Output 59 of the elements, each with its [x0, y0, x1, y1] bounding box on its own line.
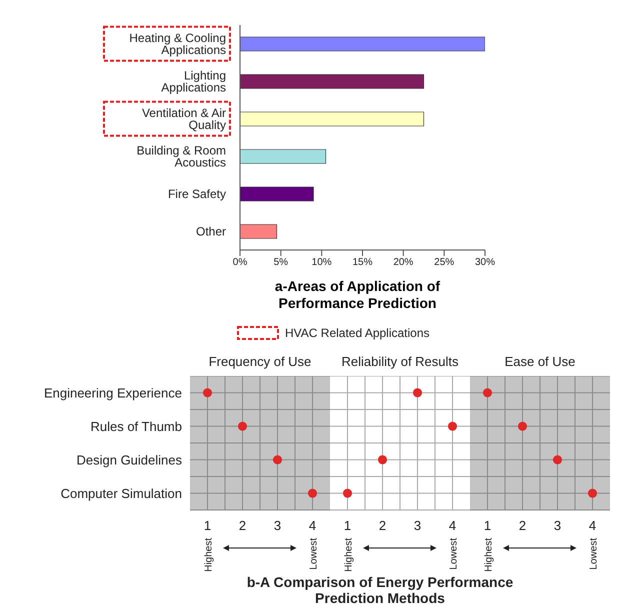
x-tick-label: 4	[448, 518, 456, 533]
x-tick-label: 1	[484, 518, 492, 533]
point	[482, 388, 492, 398]
y-tick-label: Fire Safety	[168, 187, 226, 202]
chart-title: Ease of Use	[504, 354, 576, 369]
x-tick-label: 15%	[352, 257, 373, 268]
point	[518, 422, 528, 431]
point	[378, 455, 388, 464]
y-tick-label: Rules of Thumb	[90, 418, 182, 434]
point	[588, 488, 598, 498]
x-tick-label: 3	[414, 518, 422, 533]
y-tick-label: Other	[196, 224, 226, 239]
text: HVAC Related Applications	[285, 326, 430, 340]
x-tick-label: 1	[344, 518, 352, 533]
x-tick-label: 20%	[393, 257, 414, 268]
x-tick-label: 2	[518, 518, 526, 533]
x-tick-label: 25%	[434, 257, 454, 268]
text: Highest	[204, 538, 214, 572]
x-tick-label: 2	[378, 518, 386, 533]
text: a-Areas of Application of Performance Prediction	[274, 278, 442, 312]
y-tick-label: Lighting Applications	[161, 68, 226, 95]
point	[448, 422, 458, 431]
point	[308, 488, 318, 498]
point	[552, 455, 562, 464]
text: Highest	[484, 538, 494, 572]
x-tick-label: 0%	[232, 257, 248, 268]
bar	[240, 112, 424, 126]
bar	[240, 186, 314, 202]
x-tick-label: 3	[554, 518, 562, 533]
point	[412, 388, 422, 398]
x-tick-label: 5%	[274, 257, 288, 268]
y-tick-label: Heating & Cooling Applications	[129, 31, 226, 58]
chart-title: Reliability of Results	[340, 354, 460, 369]
bar	[240, 149, 326, 164]
point	[272, 455, 282, 464]
chart-title: Frequency of Use	[208, 354, 312, 369]
point	[342, 488, 352, 498]
text: Lowest	[308, 538, 320, 570]
y-tick-label: Ventilation & Air Quality	[142, 106, 226, 132]
text: Lowest	[448, 538, 460, 570]
x-tick-label: 4	[308, 518, 316, 533]
x-tick-label: 30%	[474, 257, 496, 268]
x-tick-label: 2	[238, 518, 246, 533]
x-tick-label: 1	[204, 518, 212, 533]
y-tick-label: Computer Simulation	[60, 486, 182, 501]
bar	[240, 224, 278, 239]
x-tick-label: 4	[588, 518, 596, 533]
point	[238, 422, 248, 431]
y-tick-label: Engineering Experience	[44, 385, 182, 400]
x-tick-label: 10%	[312, 257, 332, 268]
x-tick-label: 3	[274, 518, 282, 533]
text: b-A Comparison of Energy Performance Prediction Methods	[246, 574, 514, 606]
text: Highest	[344, 538, 354, 572]
point	[202, 388, 212, 398]
bar	[240, 74, 424, 89]
bar	[240, 36, 485, 52]
y-tick-label: Building & Room Acoustics	[136, 144, 226, 170]
text: Lowest	[588, 538, 600, 570]
y-tick-label: Design Guidelines	[76, 452, 182, 468]
